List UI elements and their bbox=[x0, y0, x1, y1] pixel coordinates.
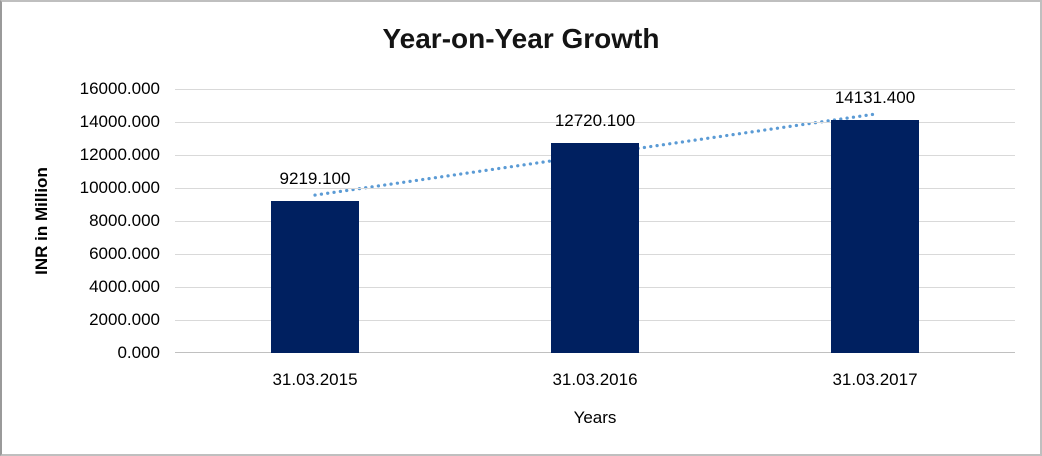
x-category-label: 31.03.2016 bbox=[552, 370, 638, 389]
x-category-label: 31.03.2017 bbox=[832, 370, 918, 389]
data-label: 12720.100 bbox=[554, 111, 636, 130]
chart-title: Year-on-Year Growth bbox=[382, 23, 660, 54]
y-tick-label: 4000.000 bbox=[89, 277, 160, 296]
y-tick-label: 2000.000 bbox=[89, 310, 160, 329]
data-label: 9219.100 bbox=[279, 169, 351, 188]
bar-31.03.2016 bbox=[551, 143, 639, 353]
y-tick-label: 12000.000 bbox=[79, 145, 160, 164]
y-tick-label: 0.000 bbox=[117, 343, 160, 362]
gridline bbox=[175, 89, 1015, 90]
bar-31.03.2015 bbox=[271, 201, 359, 353]
y-tick-label: 6000.000 bbox=[89, 244, 160, 263]
x-category-label: 31.03.2015 bbox=[272, 370, 358, 389]
gridline bbox=[175, 122, 1015, 123]
bar-31.03.2017 bbox=[831, 120, 919, 353]
y-tick-label: 16000.000 bbox=[79, 79, 160, 98]
data-label: 14131.400 bbox=[834, 88, 916, 107]
plot-area bbox=[175, 89, 1015, 353]
y-tick-label: 10000.000 bbox=[79, 178, 160, 197]
y-tick-label: 14000.000 bbox=[79, 112, 160, 131]
y-tick-label: 8000.000 bbox=[89, 211, 160, 230]
x-axis-title: Years bbox=[573, 408, 617, 427]
y-axis-title: INR in Million bbox=[32, 167, 51, 275]
